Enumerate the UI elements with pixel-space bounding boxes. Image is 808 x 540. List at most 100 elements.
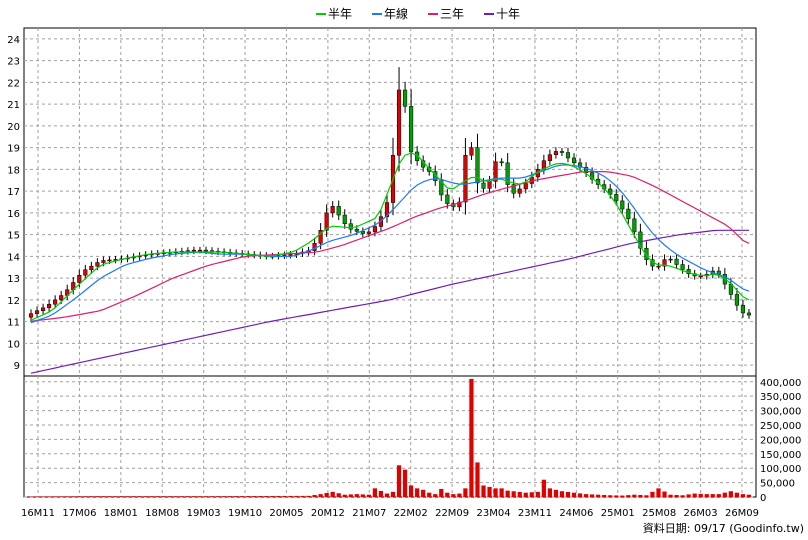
ma-10yr-line	[30, 229, 749, 374]
volume-bar	[221, 496, 227, 497]
volume-bar	[354, 494, 359, 497]
volume-bar	[312, 494, 317, 497]
candle-body	[511, 184, 516, 194]
volume-bar	[113, 496, 118, 497]
candle-body	[523, 183, 528, 190]
volume-tick-label: 0	[760, 493, 766, 504]
candle-body	[499, 161, 504, 164]
volume-bar	[577, 493, 583, 497]
candle-body	[632, 218, 637, 233]
volume-panel: 0 50,000 100,000 150,000 200,000 250,000 300,0…	[23, 375, 801, 504]
x-tick-label: 25M08	[642, 508, 676, 519]
volume-bar	[402, 469, 408, 497]
candle-body	[354, 228, 359, 232]
volume-bar	[185, 496, 190, 497]
price-tick-label: 16	[7, 209, 20, 220]
x-tick-label: 18M01	[104, 508, 138, 519]
x-tick-label: 20M12	[311, 508, 345, 519]
volume-bar	[499, 488, 504, 497]
volume-bar	[746, 494, 752, 497]
candle-body	[517, 188, 522, 194]
volume-bar	[662, 491, 667, 497]
candle-body	[191, 249, 196, 252]
x-tick-label: 19M10	[228, 508, 262, 519]
price-tick-label: 10	[7, 339, 20, 350]
legend-item-1: 年線	[372, 6, 408, 21]
candle-body	[203, 249, 209, 252]
candle-body	[469, 147, 474, 156]
volume-bar	[674, 494, 679, 497]
ma-half-line	[30, 152, 750, 321]
candle-body	[565, 152, 571, 159]
volume-bar	[602, 494, 607, 497]
legend: 半年 年線 三年 十年	[316, 6, 520, 21]
volume-tick-label: 150,000	[760, 450, 801, 461]
volume-bar	[53, 496, 58, 497]
volume-bar	[541, 479, 546, 497]
volume-bar	[415, 488, 420, 497]
x-tick-label: 26M09	[725, 508, 759, 519]
volume-bar	[34, 496, 40, 497]
volume-tick-label: 250,000	[760, 421, 801, 432]
volume-bar	[481, 485, 486, 497]
ma-3yr-line	[30, 171, 750, 322]
candle-body	[457, 201, 462, 208]
x-tick-label: 22M02	[394, 508, 428, 519]
candle-body	[28, 313, 34, 318]
price-tick-label: 15	[7, 231, 20, 242]
volume-bar	[469, 378, 474, 497]
volume-bar	[65, 496, 70, 497]
volume-bar	[240, 496, 245, 497]
volume-bar	[692, 493, 697, 497]
volume-bar	[608, 495, 613, 497]
price-tick-label: 19	[7, 144, 20, 155]
volume-bar	[517, 491, 522, 497]
volume-bar	[179, 496, 184, 497]
volume-bar	[493, 488, 498, 497]
volume-tick-label: 100,000	[760, 464, 801, 475]
volume-tick-label: 350,000	[760, 392, 801, 403]
volume-bar	[300, 495, 305, 497]
candle-body	[89, 265, 94, 271]
candle-body	[493, 161, 498, 182]
candle-body	[656, 265, 661, 268]
volume-bar	[439, 488, 444, 497]
candle-body	[571, 157, 577, 164]
candle-body	[318, 230, 323, 244]
volume-bar	[324, 492, 329, 497]
volume-bar	[318, 494, 323, 497]
candle-body	[662, 259, 667, 267]
price-tick-label: 14	[7, 252, 20, 263]
legend-item-2: 三年	[428, 7, 464, 21]
volume-bar	[125, 496, 130, 497]
volume-y-ticks: 0 50,000 100,000 150,000 200,000 250,000 300,0…	[760, 378, 801, 504]
candle-body	[348, 223, 353, 230]
volume-bar	[529, 492, 534, 497]
volume-tick-label: 200,000	[760, 435, 801, 446]
candle-body	[746, 312, 752, 316]
volume-bar	[143, 496, 148, 497]
x-tick-label: 20M05	[269, 508, 303, 519]
volume-bar	[264, 496, 269, 497]
candle-body	[101, 260, 106, 263]
volume-bar	[487, 486, 492, 497]
volume-bar	[246, 496, 251, 497]
volume-bar	[95, 496, 100, 497]
candle-body	[53, 299, 58, 305]
volume-bar	[89, 496, 94, 497]
candle-body	[342, 214, 347, 225]
price-tick-label: 13	[7, 274, 20, 285]
volume-tick-label: 400,000	[760, 378, 801, 389]
x-tick-label: 23M11	[518, 508, 552, 519]
volume-tick-label: 50,000	[760, 479, 795, 490]
volume-bar	[421, 489, 426, 497]
legend-label: 半年	[328, 7, 352, 21]
candle-body	[83, 269, 88, 276]
volume-bar	[728, 491, 733, 497]
candle-body	[445, 194, 450, 204]
volume-bar	[107, 496, 112, 497]
price-panel: 9 10 11 12 13 14 15 16 17 18 19 20 21 22 23 24	[7, 27, 757, 377]
volume-bar	[547, 488, 552, 497]
candle-body	[481, 182, 486, 189]
candle-body	[590, 172, 595, 180]
